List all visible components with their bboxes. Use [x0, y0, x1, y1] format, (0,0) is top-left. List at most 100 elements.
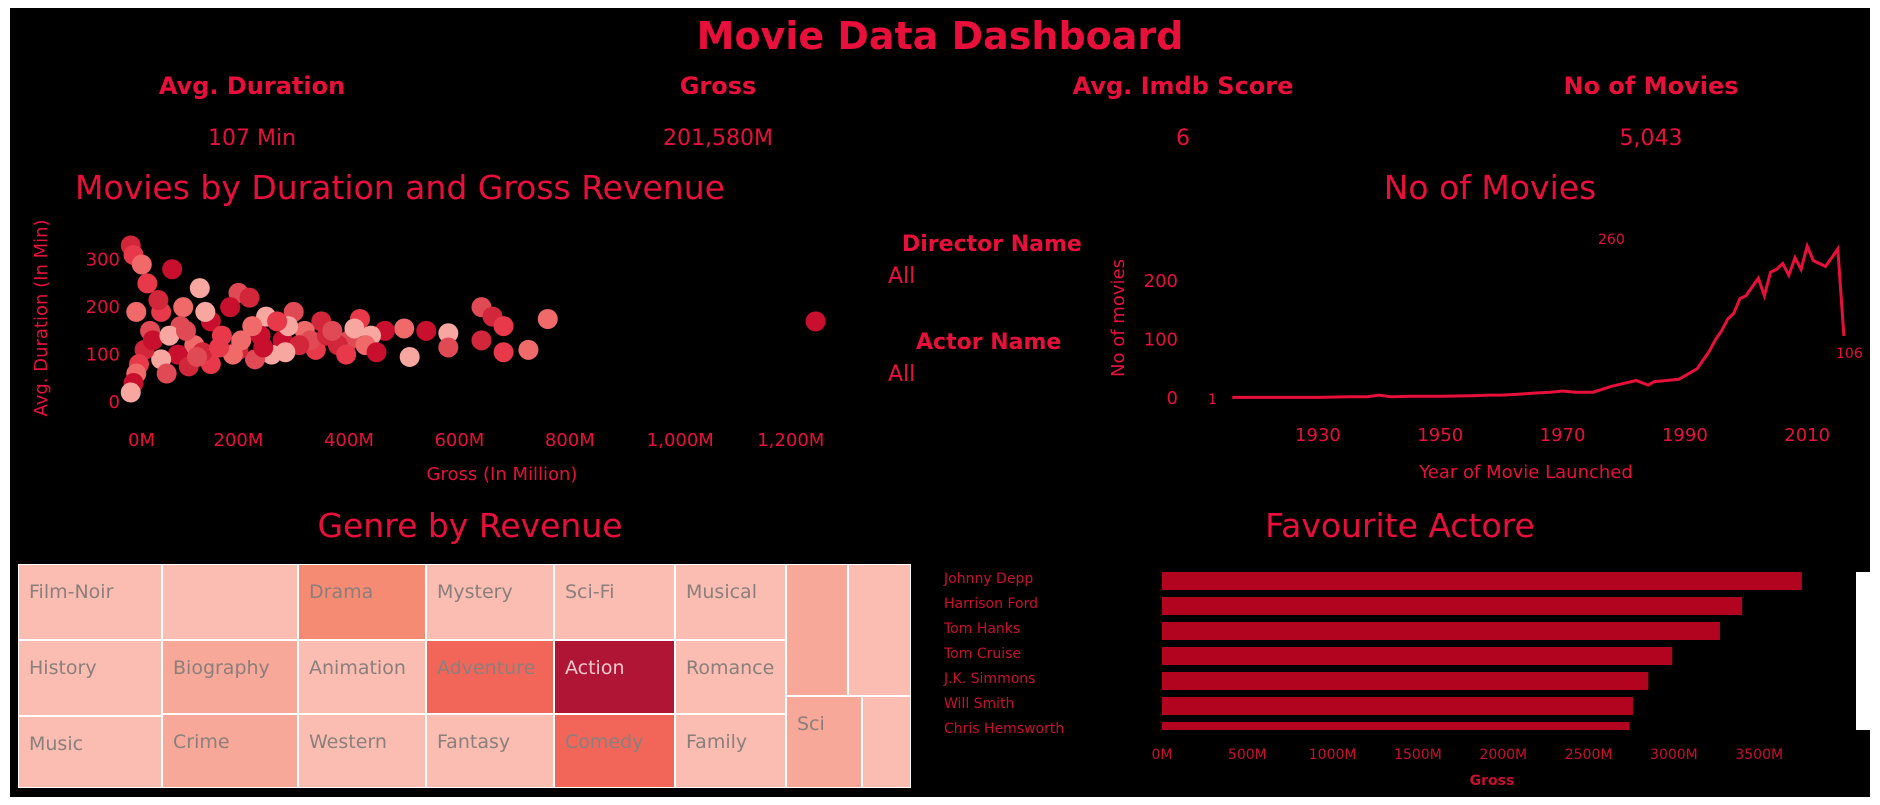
scatter-title: Movies by Duration and Gross Revenue — [75, 168, 725, 207]
scatter-point — [493, 316, 514, 337]
line-annotation-start: 1 — [1208, 392, 1217, 408]
scatter-point — [126, 301, 147, 322]
bar-x-label: Gross — [1470, 773, 1515, 789]
line-chart: No of movies Year of Movie Launched 1930… — [1108, 232, 1863, 483]
kpi-label-avg-imdb: Avg. Imdb Score — [1072, 72, 1294, 100]
genre-tile: Drama — [298, 564, 426, 640]
scatter-y-tick: 0 — [109, 392, 120, 413]
genre-tile: Fantasy — [426, 714, 554, 788]
scatter-x-tick: 200M — [214, 430, 264, 451]
director-filter-label: Director Name — [902, 232, 1082, 257]
scatter-point — [142, 330, 163, 351]
scatter-point — [275, 342, 296, 363]
genre-tile: Comedy — [554, 714, 675, 788]
actor-label: Harrison Ford — [944, 596, 1038, 612]
scatter-point — [120, 382, 141, 403]
actor-bar — [1162, 672, 1649, 690]
line-x-tick: 1930 — [1295, 425, 1341, 446]
scatter-y-label: Avg. Duration (In Min) — [31, 219, 52, 416]
scatter-point — [220, 297, 241, 318]
scatter-point — [366, 342, 387, 363]
genre-tile — [786, 564, 848, 696]
bar-x-tick: 0M — [1152, 747, 1173, 763]
genre-tile: Sci — [786, 696, 862, 788]
kpi-label-no-of-movies: No of Movies — [1563, 72, 1739, 100]
actor-label: Will Smith — [944, 696, 1015, 712]
line-x-tick: 2010 — [1784, 425, 1830, 446]
line-x-tick: 1950 — [1417, 425, 1463, 446]
actor-bar — [1162, 697, 1633, 715]
kpi-value-no-of-movies: 5,043 — [1619, 126, 1683, 151]
scatter-x-tick: 0M — [128, 430, 155, 451]
scatter-point — [231, 330, 252, 351]
director-filter-value[interactable]: All — [888, 264, 916, 289]
line-y-tick: 100 — [1144, 330, 1178, 351]
actor-bar — [1162, 622, 1720, 640]
kpi-value-gross: 201,580M — [663, 126, 773, 151]
scatter-point — [805, 311, 826, 332]
actor-bar-chart: 0M 500M 1000M 1500M 2000M 2500M 3000M 3500M Gro… — [1152, 572, 1802, 789]
actor-label: Tom Cruise — [944, 646, 1022, 662]
scatter-point — [394, 318, 415, 339]
genre-tile: History — [18, 640, 162, 716]
bar-x-tick: 1000M — [1309, 747, 1357, 763]
line-annotation-end: 106 — [1836, 346, 1863, 362]
genre-tile — [848, 564, 911, 696]
scatter-point — [175, 320, 196, 341]
scatter-point — [156, 363, 177, 384]
scatter-x-label: Gross (In Million) — [427, 464, 578, 485]
line-annotation-peak: 260 — [1598, 232, 1625, 248]
line-series — [1232, 241, 1846, 399]
genre-treemap: Film-Noir Drama Mystery Sci-Fi Musical Histor… — [18, 564, 911, 788]
genre-tile: Musical — [675, 564, 786, 640]
bar-x-tick: 3500M — [1735, 747, 1783, 763]
bar-x-tick: 2500M — [1565, 747, 1613, 763]
scatter-point — [416, 320, 437, 341]
scatter-point — [137, 273, 158, 294]
genre-tile — [162, 564, 298, 640]
genre-tile: Biography — [162, 640, 298, 714]
bar-x-tick: 1500M — [1394, 747, 1442, 763]
scatter-y-tick: 100 — [86, 345, 120, 366]
actor-bar — [1162, 647, 1673, 665]
line-x-tick: 1970 — [1540, 425, 1586, 446]
line-x-label: Year of Movie Launched — [1418, 462, 1633, 483]
scatter-point — [162, 259, 183, 280]
scatter-point — [336, 344, 357, 365]
kpi-value-avg-duration: 107 Min — [207, 126, 297, 151]
scatter-chart: Avg. Duration (In Min) Gross (In Million… — [31, 219, 826, 485]
line-y-label: No of movies — [1108, 259, 1129, 377]
scatter-point — [159, 325, 180, 346]
genre-tile: Adventure — [426, 640, 554, 714]
actor-label: Chris Hemsworth — [944, 721, 1065, 733]
scatter-x-tick: 1,200M — [757, 430, 824, 451]
scrollbar[interactable] — [1856, 572, 1870, 730]
treemap-title: Genre by Revenue — [317, 506, 623, 545]
scatter-point — [189, 278, 210, 299]
scatter-point — [518, 339, 539, 360]
genre-tile: Western — [298, 714, 426, 788]
line-y-tick: 0 — [1167, 388, 1178, 409]
scatter-point — [322, 320, 343, 341]
line-x-tick: 1990 — [1662, 425, 1708, 446]
kpi-label-gross: Gross — [679, 72, 757, 100]
scatter-y-tick: 300 — [86, 250, 120, 271]
scatter-point — [253, 337, 274, 358]
scatter-point — [209, 337, 230, 358]
scatter-point — [493, 342, 514, 363]
actor-filter-value[interactable]: All — [888, 362, 916, 387]
scatter-point — [438, 323, 459, 344]
kpi-value-avg-imdb: 6 — [1176, 126, 1190, 151]
actor-bar — [1162, 722, 1630, 730]
bar-x-tick: 3000M — [1650, 747, 1698, 763]
genre-tile: Romance — [675, 640, 786, 714]
dashboard: Movie Data Dashboard Avg. Duration 107 M… — [10, 8, 1870, 797]
scatter-point — [537, 309, 558, 329]
genre-tile: Action — [554, 640, 675, 714]
scatter-point — [239, 287, 260, 308]
genre-tile: Film-Noir — [18, 564, 162, 640]
scatter-point — [173, 297, 194, 318]
scatter-x-tick: 600M — [434, 430, 484, 451]
actor-bar — [1162, 597, 1743, 615]
scatter-y-tick: 200 — [86, 297, 120, 318]
